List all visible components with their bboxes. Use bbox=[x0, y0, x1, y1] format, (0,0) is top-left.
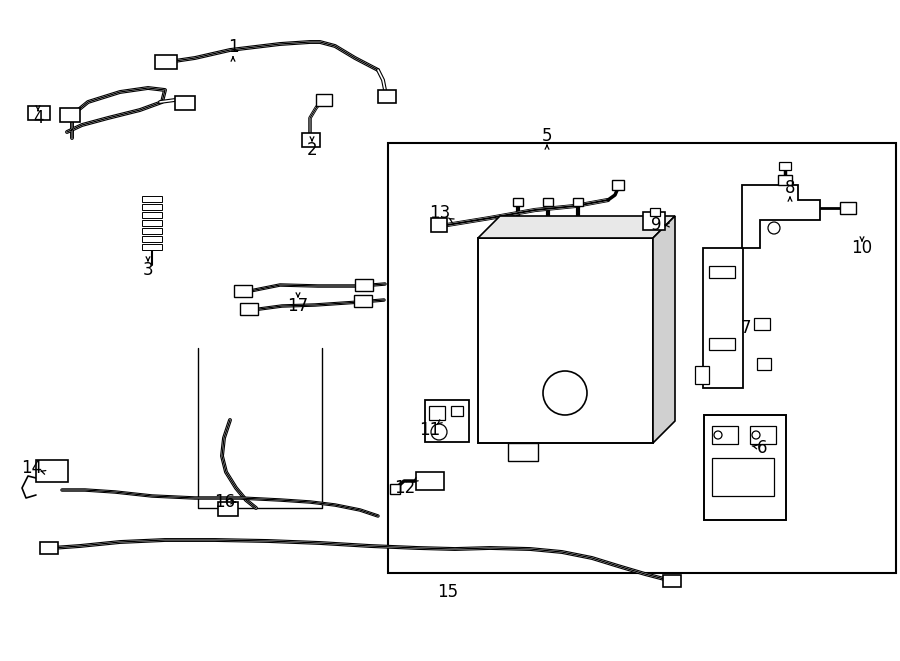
Bar bbox=[754, 318, 770, 330]
Bar bbox=[429, 406, 445, 420]
Text: 15: 15 bbox=[437, 583, 459, 601]
Bar bbox=[142, 220, 162, 226]
Bar bbox=[643, 212, 665, 230]
Bar bbox=[840, 202, 856, 214]
Circle shape bbox=[431, 424, 447, 440]
Circle shape bbox=[714, 431, 722, 439]
Bar bbox=[431, 218, 447, 232]
Bar bbox=[478, 238, 653, 443]
Text: 7: 7 bbox=[741, 319, 751, 337]
Bar bbox=[316, 94, 332, 106]
Bar bbox=[354, 295, 372, 307]
Text: 2: 2 bbox=[307, 141, 318, 159]
Bar bbox=[60, 108, 80, 122]
Polygon shape bbox=[653, 216, 675, 443]
Text: 3: 3 bbox=[143, 261, 153, 279]
Circle shape bbox=[543, 371, 587, 415]
Text: 4: 4 bbox=[32, 109, 43, 127]
Bar bbox=[155, 55, 177, 69]
Text: 16: 16 bbox=[214, 493, 236, 511]
Bar bbox=[175, 96, 195, 110]
Circle shape bbox=[752, 431, 760, 439]
Bar bbox=[234, 285, 252, 297]
Text: 13: 13 bbox=[429, 204, 451, 222]
Bar bbox=[416, 472, 444, 490]
Bar bbox=[355, 279, 373, 291]
Bar bbox=[663, 575, 681, 587]
Bar bbox=[142, 212, 162, 218]
Bar bbox=[142, 196, 162, 202]
Bar bbox=[612, 180, 624, 190]
Text: 12: 12 bbox=[394, 479, 416, 497]
Bar bbox=[142, 228, 162, 234]
Bar bbox=[750, 426, 776, 444]
Bar bbox=[757, 358, 771, 370]
Bar bbox=[779, 162, 791, 170]
Bar bbox=[508, 443, 538, 461]
Bar bbox=[709, 266, 735, 278]
Polygon shape bbox=[742, 185, 820, 248]
Bar bbox=[703, 248, 743, 388]
Bar bbox=[760, 495, 774, 509]
Bar bbox=[302, 133, 320, 147]
Bar bbox=[712, 426, 738, 444]
Bar bbox=[142, 204, 162, 210]
Bar bbox=[36, 460, 68, 482]
Text: 8: 8 bbox=[785, 179, 796, 197]
Bar bbox=[712, 458, 774, 496]
Text: 11: 11 bbox=[419, 421, 441, 439]
Bar bbox=[378, 90, 396, 103]
Bar bbox=[28, 106, 50, 120]
Bar bbox=[40, 542, 58, 554]
Bar bbox=[704, 415, 786, 520]
Bar bbox=[240, 303, 258, 315]
Bar bbox=[388, 143, 896, 573]
Text: 17: 17 bbox=[287, 297, 309, 315]
Bar bbox=[218, 502, 238, 516]
Text: 5: 5 bbox=[542, 127, 553, 145]
Text: 9: 9 bbox=[651, 216, 661, 234]
Bar bbox=[543, 198, 553, 206]
Bar bbox=[390, 484, 400, 494]
Bar bbox=[709, 338, 735, 350]
Text: 10: 10 bbox=[851, 239, 873, 257]
Text: 1: 1 bbox=[228, 38, 238, 56]
Bar bbox=[513, 198, 523, 206]
Bar bbox=[142, 244, 162, 250]
Bar bbox=[695, 366, 709, 384]
Bar bbox=[650, 208, 660, 216]
Bar bbox=[451, 406, 463, 416]
Bar bbox=[573, 198, 583, 206]
Polygon shape bbox=[478, 216, 675, 238]
Text: 14: 14 bbox=[22, 459, 42, 477]
Circle shape bbox=[768, 222, 780, 234]
Text: 6: 6 bbox=[757, 439, 767, 457]
Bar bbox=[778, 175, 792, 185]
Bar bbox=[425, 400, 469, 442]
Bar bbox=[142, 236, 162, 242]
